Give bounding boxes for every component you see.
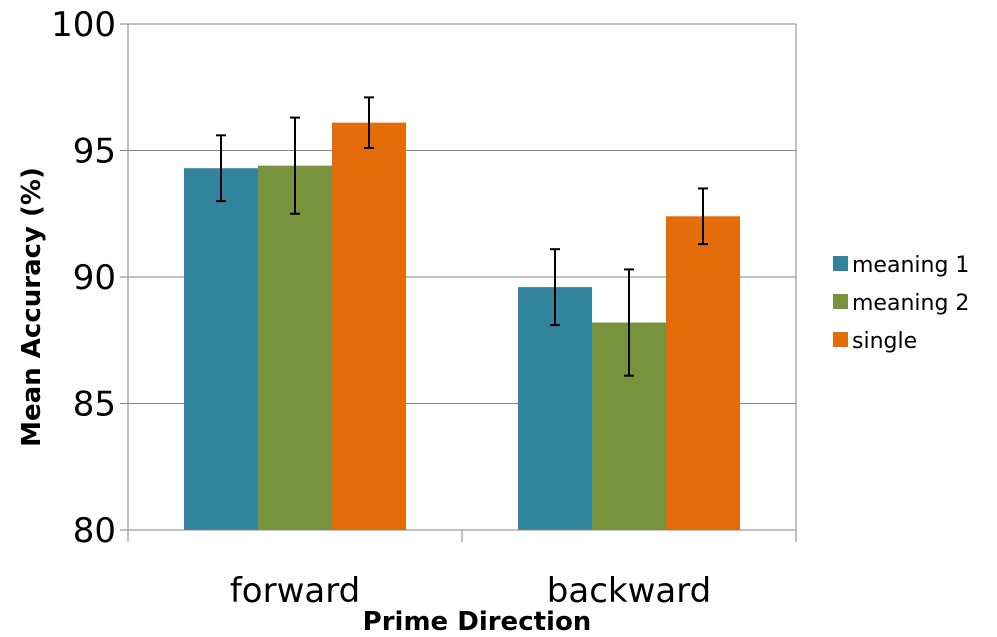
y-tick-label: 100 [51,5,116,45]
x-axis-title: Prime Direction [363,607,592,637]
x-tick-label: backward [547,571,711,611]
y-tick-label: 80 [73,511,116,551]
y-axis-ticks: 80 85 90 95 100 [51,5,128,551]
legend: meaning 1 meaning 2 single [833,253,969,354]
x-axis-ticks: forward backward [127,530,797,611]
bar [332,122,406,531]
legend-label: single [852,329,917,354]
bar [258,165,332,530]
legend-label: meaning 2 [852,291,969,316]
legend-swatch [833,294,848,309]
bar [666,216,740,530]
y-tick-label: 85 [73,385,116,425]
y-tick-label: 95 [73,132,116,172]
bar [184,168,258,530]
legend-swatch [833,332,848,347]
bar [518,287,592,530]
legend-swatch [833,256,848,271]
x-tick-label: forward [230,571,360,611]
bars [184,122,740,531]
y-axis-title: Mean Accuracy (%) [17,167,47,447]
y-tick-label: 90 [73,258,116,298]
legend-label: meaning 1 [852,253,969,278]
error-bars [216,96,708,377]
